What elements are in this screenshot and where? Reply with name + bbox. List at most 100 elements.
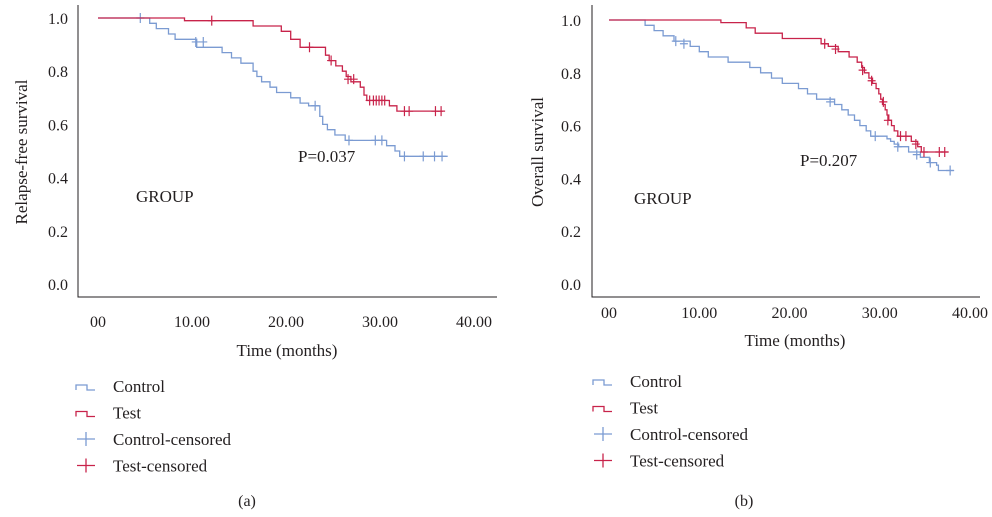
test-censored-mark-b [940, 147, 949, 157]
test-censored-mark-b [901, 131, 910, 142]
y-tick-label-a: 0.4 [48, 171, 68, 188]
control-censored-mark-a [438, 151, 447, 162]
legend-item-test: Test [592, 399, 658, 418]
axes-frame-a [77, 5, 497, 298]
test-line-swatch [592, 405, 612, 413]
y-tick-label-a: 0.0 [48, 277, 68, 294]
x-ticks-b: 00 10.00 20.00 30.00 40.00 [601, 305, 988, 322]
control-censored-mark-b [826, 96, 835, 107]
control-censored-mark-b [893, 141, 902, 152]
x-tick-label-b: 10.00 [681, 305, 717, 322]
x-tick-label-b: 00 [601, 305, 617, 322]
y-tick-label-b: 0.2 [561, 224, 581, 241]
caption-a: (a) [238, 493, 256, 510]
control-survival-curve-a [98, 17, 448, 157]
y-tick-label-a: 0.6 [48, 117, 68, 134]
control-censored-mark-a [311, 100, 320, 111]
y-tick-label-b: 0.6 [561, 119, 581, 136]
control-censored-mark-b [679, 38, 688, 49]
test-censored-mark-a [327, 55, 336, 66]
control-censored-mark-a [377, 135, 386, 146]
test-survival-curve-a [98, 17, 443, 112]
x-tick-label-a: 10.00 [174, 314, 210, 331]
test-line-swatch [75, 410, 95, 418]
test-censored-mark-b [858, 65, 867, 76]
test-survival-curve-b [609, 19, 949, 153]
x-axis-label-a: Time (months) [237, 341, 338, 360]
control-survival-curve-b [609, 19, 954, 172]
test-censored-mark-b [867, 75, 876, 86]
legend-label: Test-censored [113, 457, 208, 476]
panel-a: 0.0 0.2 0.4 0.6 0.8 1.0 00 10.00 20.00 30.00 40.0… [12, 5, 497, 360]
control-cross-swatch [77, 432, 95, 446]
control-censored-mark-a [430, 151, 439, 162]
x-tick-label-b: 30.00 [862, 305, 898, 322]
control-censored-mark-a [199, 36, 208, 47]
legend-item-control-censored: Control-censored [594, 425, 749, 444]
control-censored-mark-b [871, 131, 880, 142]
legend-label: Control [113, 377, 165, 396]
test-cross-swatch [77, 458, 95, 473]
test-cross-swatch [594, 453, 612, 468]
control-censored-mark-b [946, 165, 955, 176]
legend-item-control: Control [592, 372, 682, 391]
y-axis-label-b: Overall survival [528, 97, 547, 207]
x-ticks-a: 00 10.00 20.00 30.00 40.00 [90, 314, 492, 331]
y-tick-label-a: 0.2 [48, 224, 68, 241]
legend-label: Test [630, 399, 658, 418]
x-tick-label-b: 20.00 [772, 305, 808, 322]
test-censored-mark-b [919, 147, 928, 157]
y-tick-label-b: 0.0 [561, 277, 581, 294]
x-tick-label-a: 40.00 [456, 314, 492, 331]
control-censored-mark-a [419, 151, 428, 162]
control-censored-mark-b [671, 36, 680, 47]
legend-label: Control-censored [630, 425, 749, 444]
test-censored-mark-b [883, 115, 892, 126]
group-annotation-a: GROUP [136, 187, 194, 206]
test-censored-mark-a [405, 106, 414, 117]
test-censored-mark-b [820, 38, 829, 49]
x-tick-label-a: 00 [90, 314, 106, 331]
p-value-annotation-b: P=0.207 [800, 151, 858, 170]
y-tick-label-b: 0.4 [561, 171, 581, 188]
control-censored-mark-a [191, 36, 200, 47]
y-ticks-a: 0.0 0.2 0.4 0.6 0.8 1.0 [48, 11, 68, 294]
y-ticks-b: 0.0 0.2 0.4 0.6 0.8 1.0 [561, 13, 581, 294]
control-cross-swatch [594, 427, 612, 441]
y-tick-label-b: 0.8 [561, 66, 581, 83]
y-tick-label-a: 0.8 [48, 64, 68, 81]
test-censored-mark-a [349, 74, 358, 85]
control-censored-mark-a [344, 135, 353, 146]
test-censored-mark-b [911, 139, 920, 150]
series-layer-a [98, 13, 448, 162]
legend-b: Control Test Control-censored Test-censored [592, 372, 749, 471]
test-censored-mark-a [305, 42, 314, 53]
axes-frame-b [591, 5, 980, 298]
y-axis-label-a: Relapse-free survival [12, 79, 31, 224]
control-line-swatch [75, 384, 95, 391]
x-tick-label-a: 20.00 [268, 314, 304, 331]
y-tick-label-a: 1.0 [48, 11, 68, 28]
legend-label: Control [630, 372, 682, 391]
x-axis-label-b: Time (months) [745, 331, 846, 350]
y-tick-label-b: 1.0 [561, 13, 581, 30]
series-layer-b [609, 19, 955, 176]
test-censored-mark-b [879, 96, 888, 107]
test-censored-mark-a [380, 95, 389, 106]
control-censored-mark-a [400, 151, 409, 162]
legend-a: Control Test Control-censored Test-censored [75, 377, 232, 476]
x-tick-label-a: 30.00 [362, 314, 398, 331]
control-censored-mark-b [912, 149, 921, 160]
legend-item-test-censored: Test-censored [77, 457, 208, 476]
control-line-swatch [592, 379, 612, 386]
caption-b: (b) [735, 493, 754, 510]
control-censored-mark-b [926, 157, 935, 168]
p-value-annotation-a: P=0.037 [298, 147, 356, 166]
legend-label: Test-censored [630, 452, 725, 471]
legend-item-test-censored: Test-censored [594, 452, 725, 471]
test-censored-mark-a [437, 106, 446, 117]
legend-item-control: Control [75, 377, 165, 396]
legend-label: Control-censored [113, 430, 232, 449]
legend-label: Test [113, 404, 141, 423]
